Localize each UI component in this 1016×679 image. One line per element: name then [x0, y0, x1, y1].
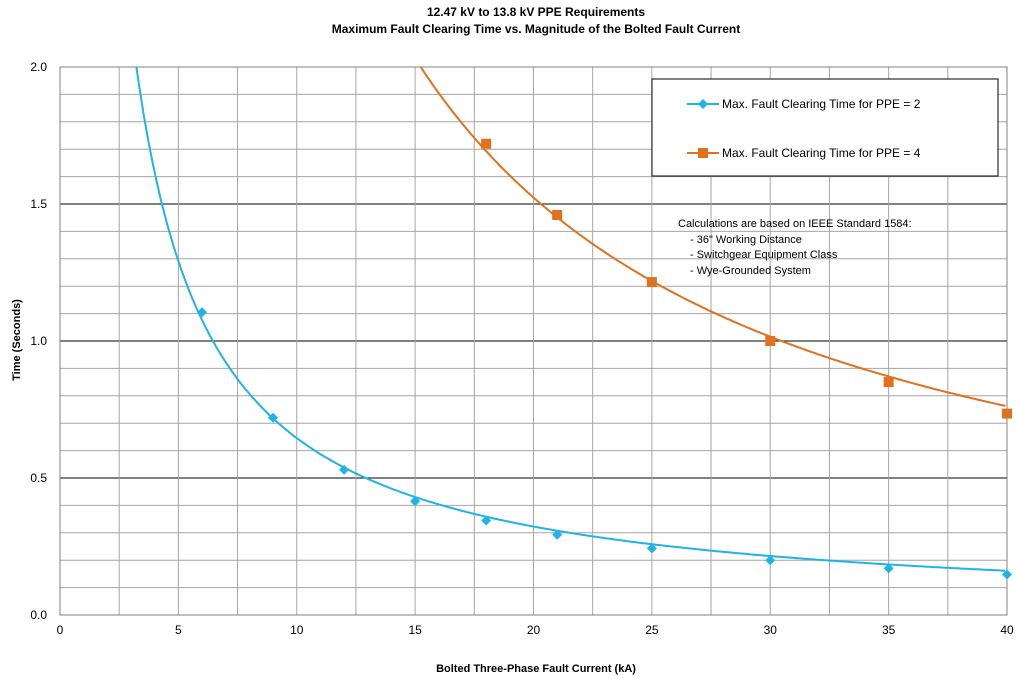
- data-point-ppe2: [197, 307, 208, 318]
- data-point-ppe4: [883, 377, 894, 388]
- x-axis-label: Bolted Three-Phase Fault Current (kA): [436, 663, 636, 675]
- legend-marker-ppe4: [698, 148, 708, 158]
- data-point-ppe2: [1002, 569, 1012, 580]
- chart-title: 12.47 kV to 13.8 kV PPE Requirements: [427, 5, 645, 19]
- legend-marker-ppe2: [698, 99, 708, 109]
- data-point-ppe4: [481, 138, 492, 149]
- annotation-line-3: - Wye-Grounded System: [690, 265, 811, 277]
- plot-border: [59, 66, 1008, 616]
- y-tick-label: 1.5: [30, 197, 47, 211]
- x-tick-label: 5: [175, 623, 182, 637]
- x-tick-label: 20: [527, 623, 541, 637]
- x-tick-label: 0: [57, 623, 64, 637]
- data-point-ppe4: [1002, 408, 1012, 419]
- data-point-ppe2: [268, 412, 279, 423]
- x-tick-label: 35: [882, 623, 896, 637]
- annotation-note: Calculations are based on IEEE Standard …: [678, 218, 912, 277]
- legend-label-ppe4: Max. Fault Clearing Time for PPE = 4: [722, 146, 921, 160]
- series-line-ppe4: [419, 67, 1006, 407]
- data-point-ppe2: [481, 515, 492, 526]
- data-point-ppe2: [765, 555, 776, 566]
- data-point-ppe2: [552, 529, 563, 540]
- y-tick-label: 0.5: [30, 471, 47, 485]
- y-tick-label: 1.0: [30, 334, 47, 348]
- chart-subtitle: Maximum Fault Clearing Time vs. Magnitud…: [332, 22, 741, 36]
- y-axis-label: Time (Seconds): [11, 299, 23, 381]
- y-tick-label: 2.0: [30, 60, 47, 74]
- x-tick-label: 10: [290, 623, 304, 637]
- series-line-ppe2: [135, 67, 1006, 572]
- x-tick-label: 40: [1000, 623, 1014, 637]
- data-point-ppe4: [646, 277, 657, 288]
- x-tick-label: 30: [764, 623, 778, 637]
- legend-label-ppe2: Max. Fault Clearing Time for PPE = 2: [722, 97, 921, 111]
- annotation-heading: Calculations are based on IEEE Standard …: [678, 218, 912, 230]
- x-tick-label: 15: [408, 623, 422, 637]
- legend-box: [651, 78, 999, 177]
- data-point-ppe2: [646, 543, 657, 554]
- data-point-ppe2: [883, 563, 894, 574]
- data-point-ppe2: [410, 496, 421, 507]
- data-point-ppe4: [765, 336, 776, 346]
- data-point-ppe4: [552, 209, 563, 220]
- y-tick-label: 0.0: [30, 608, 47, 622]
- legend: Max. Fault Clearing Time for PPE = 2 Max…: [651, 78, 999, 177]
- x-tick-label: 25: [645, 623, 659, 637]
- annotation-line-1: - 36" Working Distance: [690, 234, 802, 246]
- annotation-line-2: - Switchgear Equipment Class: [690, 249, 838, 261]
- data-point-ppe2: [339, 464, 350, 475]
